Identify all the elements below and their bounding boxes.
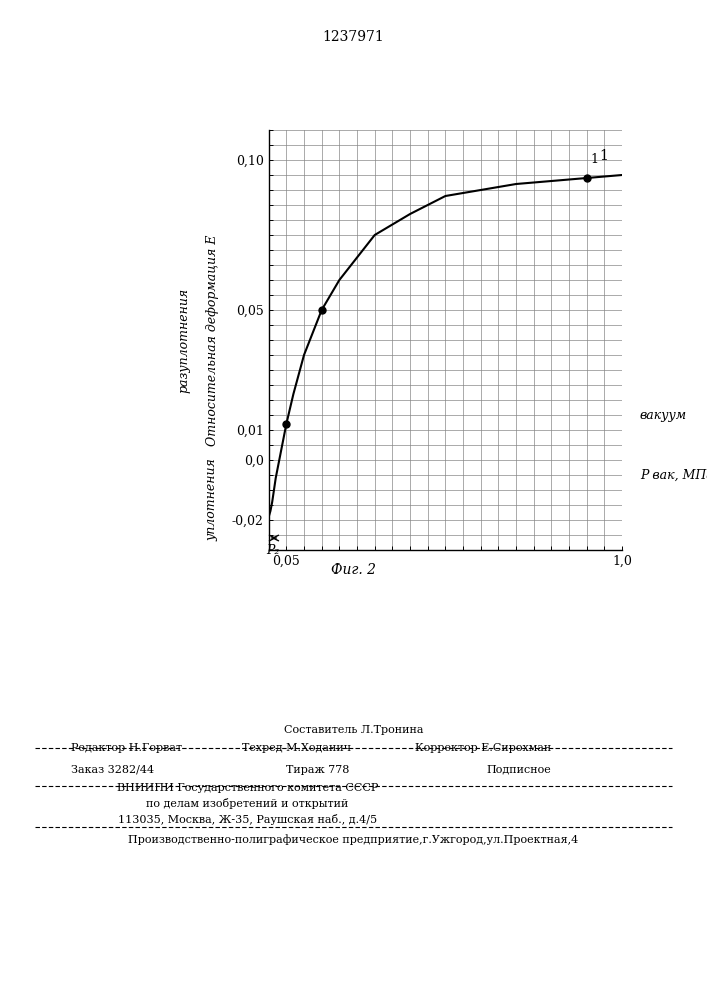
Text: Редактор Н.Горват: Редактор Н.Горват	[71, 743, 182, 753]
Text: вакуум: вакуум	[640, 408, 687, 422]
Text: ВНИИПИ Государственного комитета СССР: ВНИИПИ Государственного комитета СССР	[117, 783, 378, 793]
Text: Корректор Е.Сирохман: Корректор Е.Сирохман	[415, 743, 551, 753]
Text: 113035, Москва, Ж-35, Раушская наб., д.4/5: 113035, Москва, Ж-35, Раушская наб., д.4…	[118, 814, 377, 825]
Text: Тираж 778: Тираж 778	[286, 765, 350, 775]
Text: разуплотнения: разуплотнения	[177, 287, 190, 393]
Text: Р вак, МПа: Р вак, МПа	[640, 468, 707, 482]
Text: Производственно-полиграфическое предприятие,г.Ужгород,ул.Проектная,4: Производственно-полиграфическое предприя…	[129, 834, 578, 845]
Text: Фиг. 2: Фиг. 2	[331, 563, 376, 577]
Text: Техред М.Ходанич: Техред М.Ходанич	[243, 743, 351, 753]
Text: Заказ 3282/44: Заказ 3282/44	[71, 765, 154, 775]
Text: Подписное: Подписное	[486, 765, 551, 775]
Text: Составитель Л.Тронина: Составитель Л.Тронина	[284, 725, 423, 735]
Text: 1: 1	[590, 153, 598, 166]
Text: 1: 1	[600, 149, 608, 163]
Text: по делам изобретений и открытий: по делам изобретений и открытий	[146, 798, 349, 809]
Text: P₂: P₂	[267, 544, 280, 557]
Text: 1237971: 1237971	[322, 30, 385, 44]
Text: Относительная деформация E: Относительная деформация E	[206, 234, 218, 446]
Text: уплотнения: уплотнения	[206, 459, 218, 541]
